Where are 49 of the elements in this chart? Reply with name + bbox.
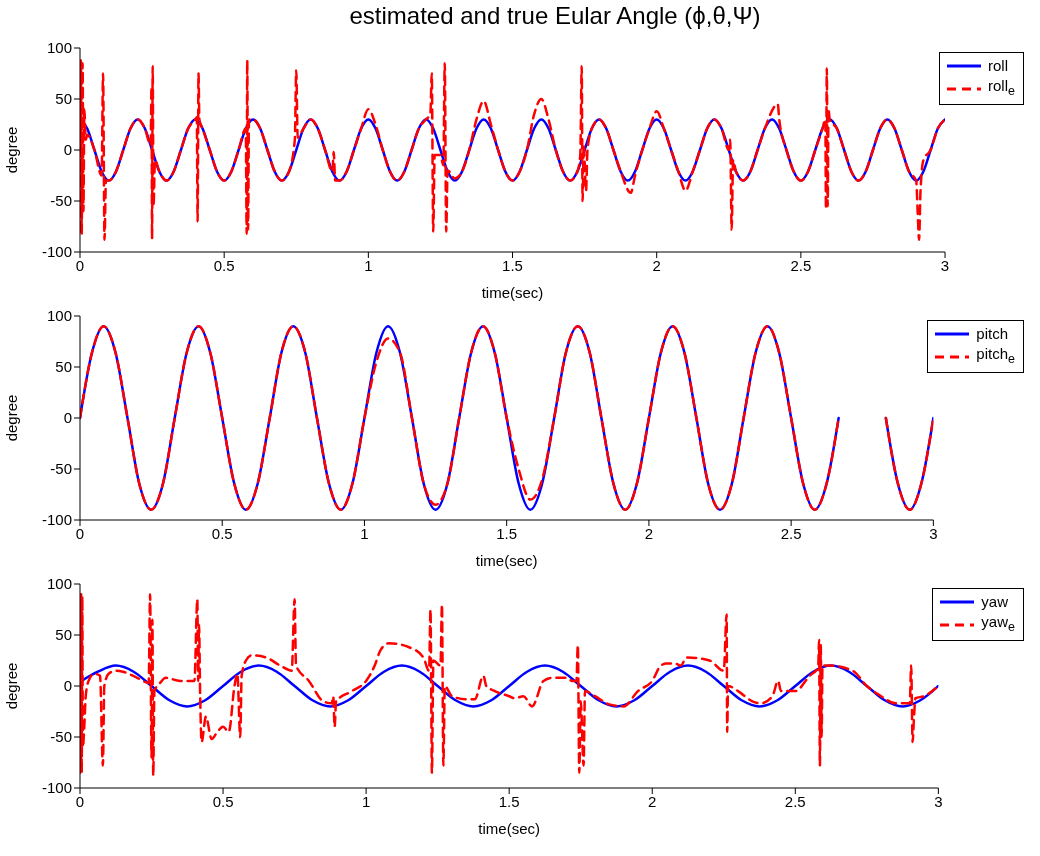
x-tick-label: 0 — [75, 792, 85, 810]
x-tick-label: 0 — [75, 256, 85, 274]
y-tick-label: 100 — [46, 39, 72, 57]
y-axis-title: degree — [3, 126, 21, 174]
y-axis-title: degree — [3, 662, 21, 710]
x-tick-label: 2.5 — [784, 792, 806, 810]
y-tick-label: -50 — [50, 460, 72, 478]
x-tick-label: 1.5 — [502, 256, 523, 274]
x-tick-label: 0.5 — [211, 524, 233, 542]
y-tick-label: 50 — [55, 358, 72, 376]
x-tick-label: 0 — [75, 524, 85, 542]
legend-label: pitch — [976, 324, 1009, 344]
x-tick-label: 1.5 — [498, 792, 520, 810]
y-tick-label: 50 — [55, 90, 72, 108]
legend-label: roll — [988, 56, 1009, 76]
y-tick-label: -50 — [50, 728, 72, 746]
legend-label: yaw — [981, 592, 1009, 612]
x-tick-label: 2 — [644, 524, 654, 542]
x-tick-label: 2 — [648, 792, 657, 810]
x-tick-label: 1 — [361, 792, 371, 810]
x-tick-label: 1.5 — [496, 524, 518, 542]
y-tick-label: 100 — [46, 307, 72, 325]
x-tick-label: 0.5 — [212, 792, 234, 810]
x-axis-title: time(sec) — [481, 284, 544, 301]
y-tick-label: -100 — [41, 779, 72, 797]
x-tick-label: 2.5 — [780, 524, 802, 542]
legend-label: yaw$_{e}$ — [981, 612, 1015, 636]
y-tick-label: -100 — [41, 243, 72, 261]
y-tick-label: 50 — [55, 626, 72, 644]
legend-label: pitch$_{e}$ — [976, 344, 1015, 368]
y-axis-title: degree — [3, 394, 21, 442]
x-tick-label: 2 — [652, 256, 661, 274]
y-tick-label: -100 — [41, 511, 72, 529]
y-tick-label: 0 — [63, 677, 72, 695]
x-tick-label: 0.5 — [213, 256, 235, 274]
x-tick-label: 1 — [360, 524, 369, 542]
chart-title: estimated and true Eular Angle (ϕ,θ,Ψ) — [348, 2, 762, 30]
x-tick-label: 3 — [934, 792, 943, 810]
x-axis-title: time(sec) — [478, 820, 541, 837]
y-tick-label: -50 — [50, 192, 72, 210]
x-tick-label: 2.5 — [790, 256, 812, 274]
x-tick-label: 1 — [364, 256, 373, 274]
x-tick-label: 3 — [940, 256, 950, 274]
x-tick-label: 3 — [929, 524, 938, 542]
y-tick-label: 0 — [63, 409, 72, 427]
y-tick-label: 0 — [63, 141, 72, 159]
legend-label: roll$_{e}$ — [988, 76, 1015, 100]
x-axis-title: time(sec) — [475, 552, 538, 569]
y-tick-label: 100 — [46, 575, 72, 593]
